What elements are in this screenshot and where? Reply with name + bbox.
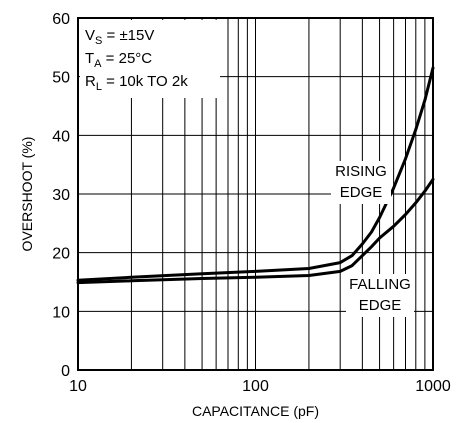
condition-line: RL = 10k TO 2k	[85, 73, 188, 93]
y-tick-label: 0	[61, 363, 70, 380]
condition-subscript: L	[96, 81, 102, 93]
conditions-background	[80, 20, 220, 98]
annotations: RISING EDGE FALLING EDGE	[331, 161, 414, 317]
condition-value: = ±15V	[102, 27, 154, 44]
x-tick-label: 1000	[415, 378, 451, 395]
condition-line: VS = ±15V	[85, 27, 154, 47]
condition-subscript: S	[95, 35, 102, 47]
x-tick-label: 10	[69, 378, 87, 395]
y-tick-label: 40	[52, 128, 70, 145]
series-layer	[76, 66, 435, 285]
y-tick-labels: 0 10 20 30 40 50 60	[52, 11, 70, 380]
x-axis-label: CAPACITANCE (pF)	[192, 403, 319, 419]
y-tick-label: 50	[52, 70, 70, 87]
y-axis-label: OVERSHOOT (%)	[19, 137, 35, 252]
y-tick-label: 10	[52, 304, 70, 321]
condition-symbol: R	[85, 73, 96, 90]
condition-symbol: T	[85, 50, 94, 67]
condition-value: = 10k TO 2k	[102, 73, 188, 90]
x-tick-label: 100	[242, 378, 269, 395]
rising-edge-label: RISING	[335, 163, 387, 180]
y-tick-label: 20	[52, 246, 70, 263]
rising-edge-label: EDGE	[340, 184, 383, 201]
y-tick-label: 30	[52, 187, 70, 204]
condition-symbol: V	[85, 27, 95, 44]
x-tick-labels: 10 100 1000	[69, 378, 451, 395]
annotation-background	[331, 161, 391, 204]
condition-value: = 25°C	[102, 50, 153, 67]
falling-edge-label: FALLING	[349, 276, 411, 293]
annotation-background	[346, 274, 414, 317]
plot-frame	[77, 17, 434, 371]
condition-line: TA = 25°C	[85, 50, 152, 70]
y-tick-label: 60	[52, 11, 70, 28]
falling-edge-line	[76, 177, 435, 285]
falling-edge-label: EDGE	[359, 297, 402, 314]
condition-subscript: A	[94, 58, 102, 70]
conditions-block: VS = ±15V TA = 25°C RL = 10k TO 2k	[85, 27, 188, 93]
rising-edge-line	[76, 66, 435, 282]
